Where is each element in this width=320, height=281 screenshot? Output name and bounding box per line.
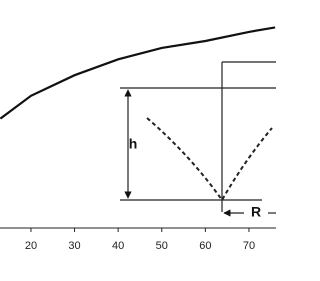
x-tick-label: 30 <box>68 240 80 252</box>
curve <box>0 26 276 120</box>
x-tick-label: 70 <box>243 240 255 252</box>
page: {"chart_data": {"type": "line", "x": [13… <box>0 26 276 252</box>
crater-profile <box>146 117 273 202</box>
chart: h R 20 30 40 50 60 70 <box>0 26 276 252</box>
x-tick-label: 40 <box>112 240 124 252</box>
inset-diagram <box>120 61 276 217</box>
x-tick-label: 60 <box>199 240 211 252</box>
x-tick-label: 50 <box>156 240 168 252</box>
r-label: R <box>251 204 261 220</box>
x-tick-label: 20 <box>25 240 37 252</box>
h-label: h <box>129 136 138 152</box>
